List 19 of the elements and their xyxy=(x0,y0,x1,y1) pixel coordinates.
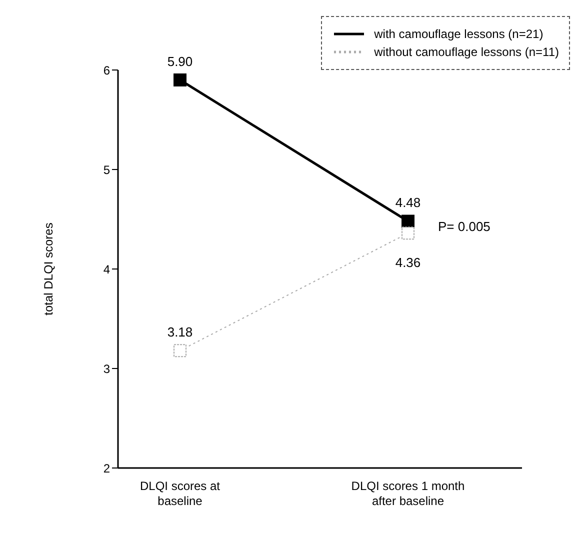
y-tick-label: 5 xyxy=(103,162,110,177)
point xyxy=(402,214,414,228)
x-tick-label: DLQI scores at baseline xyxy=(140,479,221,508)
data-label: 3.18 xyxy=(167,324,193,340)
data-label: 5.90 xyxy=(167,54,193,69)
annotation: P= 0.005 xyxy=(438,219,490,234)
x-tick-label: DLQI scores 1 month after baseline xyxy=(351,479,465,508)
data-label: 4.36 xyxy=(395,255,421,270)
y-tick-label: 3 xyxy=(103,362,110,376)
legend-label: with camouflage lessons (n=21) xyxy=(374,27,544,41)
y-axis-title: total DLQI scores xyxy=(41,222,56,316)
point xyxy=(174,344,186,358)
y-tick-label: 4 xyxy=(103,262,110,276)
point xyxy=(174,73,186,86)
y-tick-label: 6 xyxy=(103,63,110,78)
data-label: 4.48 xyxy=(395,195,421,210)
legend-label: without camouflage lessons (n=11) xyxy=(374,45,559,59)
y-tick-label: 2 xyxy=(103,461,110,476)
point xyxy=(402,226,414,240)
